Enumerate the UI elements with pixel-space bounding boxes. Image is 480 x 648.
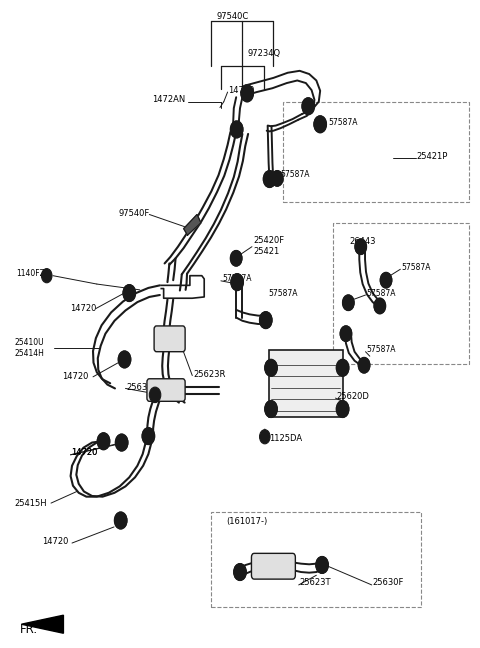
- Text: 25414H: 25414H: [15, 349, 45, 358]
- Circle shape: [241, 85, 253, 102]
- FancyBboxPatch shape: [147, 379, 185, 401]
- Text: 14720: 14720: [70, 304, 96, 313]
- Circle shape: [41, 268, 52, 283]
- Circle shape: [152, 390, 158, 399]
- Circle shape: [230, 251, 242, 266]
- Text: 1125DA: 1125DA: [269, 434, 302, 443]
- FancyBboxPatch shape: [252, 553, 295, 579]
- Text: 57587A: 57587A: [328, 119, 358, 128]
- Circle shape: [230, 121, 243, 138]
- Circle shape: [97, 433, 110, 450]
- Text: 25630F: 25630F: [126, 382, 158, 391]
- FancyBboxPatch shape: [154, 326, 185, 352]
- Circle shape: [260, 312, 272, 329]
- Text: 14720: 14720: [228, 86, 255, 95]
- Circle shape: [314, 116, 326, 133]
- Text: 25420F: 25420F: [253, 236, 285, 245]
- Circle shape: [374, 298, 385, 314]
- Text: (161017-): (161017-): [227, 516, 268, 526]
- Circle shape: [336, 360, 349, 376]
- Polygon shape: [184, 214, 201, 235]
- Circle shape: [343, 295, 354, 310]
- Text: 57587A: 57587A: [366, 288, 396, 297]
- Text: 26443: 26443: [350, 237, 376, 246]
- Text: 25410U: 25410U: [15, 338, 44, 347]
- Bar: [283, 102, 469, 202]
- Polygon shape: [22, 615, 63, 633]
- Text: 57587A: 57587A: [281, 170, 310, 179]
- Circle shape: [260, 430, 270, 444]
- Circle shape: [234, 564, 246, 581]
- Circle shape: [115, 512, 127, 529]
- Bar: [333, 224, 469, 364]
- Text: 57587A: 57587A: [269, 288, 298, 297]
- Circle shape: [355, 239, 366, 255]
- Text: 14720: 14720: [71, 448, 97, 457]
- Text: 25630F: 25630F: [372, 579, 404, 588]
- Text: 25421: 25421: [253, 248, 280, 257]
- Text: 25421P: 25421P: [417, 152, 448, 161]
- Bar: [269, 350, 343, 417]
- Circle shape: [149, 387, 161, 402]
- Circle shape: [264, 170, 276, 187]
- Text: 1472AN: 1472AN: [152, 95, 185, 104]
- Circle shape: [265, 360, 277, 376]
- Circle shape: [123, 284, 135, 301]
- Circle shape: [231, 273, 243, 290]
- Circle shape: [302, 98, 314, 115]
- Text: 57587A: 57587A: [222, 274, 252, 283]
- Text: 25620D: 25620D: [336, 391, 369, 400]
- Text: 97540F: 97540F: [118, 209, 150, 218]
- Circle shape: [336, 400, 349, 417]
- Circle shape: [340, 326, 352, 341]
- Text: 1140FZ: 1140FZ: [16, 270, 45, 278]
- Text: 25623R: 25623R: [193, 370, 226, 378]
- Text: FR.: FR.: [20, 623, 37, 636]
- Text: 57587A: 57587A: [401, 263, 431, 272]
- Text: 57587A: 57587A: [366, 345, 396, 354]
- Text: 14720: 14720: [42, 537, 69, 546]
- Text: 14720: 14720: [71, 448, 97, 457]
- Bar: [211, 512, 421, 607]
- Circle shape: [116, 434, 128, 451]
- Text: 25623T: 25623T: [300, 579, 331, 588]
- Text: 25415H: 25415H: [15, 498, 48, 507]
- Text: 97540C: 97540C: [216, 12, 248, 21]
- Circle shape: [265, 400, 277, 417]
- Text: 14720: 14720: [62, 373, 89, 381]
- Circle shape: [316, 557, 328, 573]
- Text: 97234Q: 97234Q: [247, 49, 280, 58]
- Circle shape: [380, 272, 392, 288]
- Circle shape: [359, 358, 370, 373]
- Circle shape: [142, 428, 155, 445]
- Circle shape: [118, 351, 131, 368]
- Circle shape: [272, 170, 283, 186]
